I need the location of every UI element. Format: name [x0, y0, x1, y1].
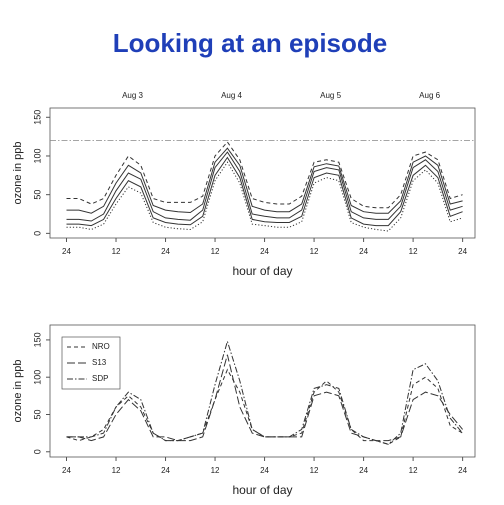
legend-label: SDP — [92, 374, 108, 383]
x-tick-label: 24 — [458, 247, 467, 256]
x-tick-label: 12 — [112, 466, 121, 475]
annotation: Aug 5 — [320, 91, 341, 100]
x-tick-label: 12 — [310, 247, 319, 256]
x-tick-label: 24 — [260, 466, 269, 475]
plot-frame — [49, 324, 476, 458]
x-tick-label: 24 — [62, 247, 71, 256]
legend-label: NRO — [92, 342, 110, 351]
x-axis-label: hour of day — [232, 264, 292, 278]
x-tick-label: 24 — [62, 466, 71, 475]
y-tick-label: 0 — [32, 449, 42, 454]
series-line — [66, 161, 463, 232]
x-tick-label: 12 — [211, 466, 220, 475]
series-line — [66, 354, 463, 442]
x-tick-label: 12 — [211, 247, 220, 256]
slide-title: Looking at an episode — [113, 28, 387, 58]
plot-frame — [49, 107, 476, 239]
y-tick-label: 100 — [32, 148, 42, 163]
x-tick-label: 12 — [112, 247, 121, 256]
x-tick-label: 24 — [458, 466, 467, 475]
y-tick-label: 50 — [32, 409, 42, 419]
x-tick-label: 24 — [260, 247, 269, 256]
series-line — [66, 141, 463, 209]
x-tick-label: 12 — [310, 466, 319, 475]
series-line — [66, 156, 463, 227]
y-tick-label: 0 — [32, 231, 42, 236]
legend-label: S13 — [92, 358, 107, 367]
x-tick-label: 12 — [409, 466, 418, 475]
y-tick-label: 150 — [32, 332, 42, 347]
y-axis-label: ozone in ppb — [12, 142, 24, 205]
annotation: Aug 4 — [221, 91, 242, 100]
y-tick-label: 100 — [32, 370, 42, 385]
x-tick-label: 12 — [409, 247, 418, 256]
annotation: Aug 6 — [419, 91, 440, 100]
series-line — [66, 147, 463, 214]
series-line — [66, 339, 463, 445]
series-line — [66, 368, 463, 445]
y-tick-label: 150 — [32, 110, 42, 125]
series-line — [66, 151, 463, 222]
x-tick-label: 24 — [359, 466, 368, 475]
x-tick-label: 24 — [161, 466, 170, 475]
annotation: Aug 3 — [122, 91, 143, 100]
x-tick-label: 24 — [359, 247, 368, 256]
y-tick-label: 50 — [32, 190, 42, 200]
x-tick-label: 24 — [161, 247, 170, 256]
y-axis-label: ozone in ppb — [12, 360, 24, 423]
x-axis-label: hour of day — [232, 483, 292, 497]
